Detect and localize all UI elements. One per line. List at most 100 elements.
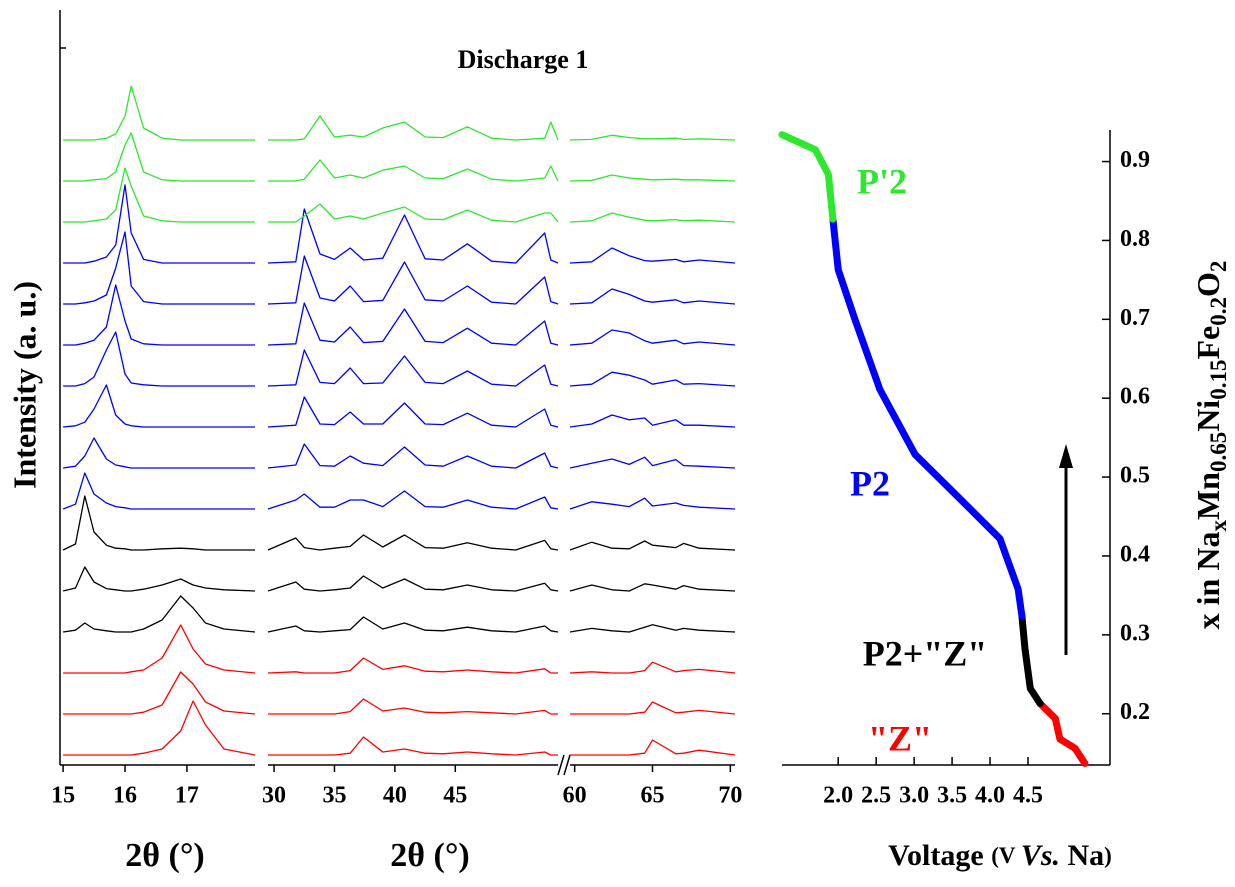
x-tick-label: 4.0 xyxy=(975,783,1005,809)
pattern-trace xyxy=(63,331,255,387)
x-axis-label-part: ) xyxy=(1104,843,1112,868)
pattern-trace xyxy=(267,490,559,510)
pattern-trace xyxy=(267,255,559,305)
pattern-trace xyxy=(570,739,736,756)
x-tick-label: 2.0 xyxy=(823,783,853,809)
pattern-trace xyxy=(267,534,559,551)
x-tick-label: 30 xyxy=(262,783,286,809)
y-tick-label: 0.9 xyxy=(1120,147,1150,173)
y-tick-label: 0.4 xyxy=(1120,541,1150,567)
pattern-trace xyxy=(267,349,559,387)
pattern-trace xyxy=(569,247,736,264)
pattern-trace xyxy=(569,540,736,551)
subscript: 0.15 xyxy=(1206,360,1231,400)
phase-label: P2 xyxy=(850,463,890,503)
pattern-trace xyxy=(569,174,736,182)
x-tick-label: 45 xyxy=(443,783,467,809)
x-tick-label: 65 xyxy=(641,783,665,809)
x-tick-label: 4.5 xyxy=(1013,783,1043,809)
pattern-trace xyxy=(569,288,736,305)
y-tick-label: 0.5 xyxy=(1120,463,1150,489)
x-tick-label: 70 xyxy=(718,783,742,809)
pattern-trace xyxy=(569,661,736,674)
y-axis-label-part: O xyxy=(1190,272,1226,297)
y-axis-label-part: Mn xyxy=(1190,472,1226,520)
pattern-trace xyxy=(268,698,558,715)
pattern-trace xyxy=(569,371,736,387)
x-axis-label-part: Voltage xyxy=(888,839,991,872)
pattern-trace xyxy=(569,583,736,592)
pattern-trace xyxy=(63,231,255,305)
pattern-trace xyxy=(569,329,736,346)
pattern-trace xyxy=(63,167,255,223)
pattern-trace xyxy=(268,115,559,141)
pattern-trace xyxy=(267,208,559,264)
y-tick-label: 0.3 xyxy=(1120,620,1150,646)
pattern-trace xyxy=(63,384,255,428)
x-tick-label: 60 xyxy=(563,783,587,809)
pattern-trace xyxy=(569,624,736,633)
pattern-trace xyxy=(63,184,255,264)
chart-title: Discharge 1 xyxy=(458,45,589,74)
pattern-trace xyxy=(569,414,736,428)
subscript: 2 xyxy=(1206,261,1231,273)
pattern-trace xyxy=(62,472,255,510)
y-tick-label: 0.6 xyxy=(1120,384,1150,410)
x-axis-label-part: Na xyxy=(1060,839,1104,872)
pattern-trace xyxy=(63,595,256,633)
pattern-trace xyxy=(63,671,256,715)
x-axis-label-part: (V xyxy=(991,843,1021,868)
y-axis-label-part: x in Na xyxy=(1190,532,1226,630)
pattern-trace xyxy=(62,566,256,592)
x-tick-label: 15 xyxy=(51,783,75,809)
y-axis-label: x in NaxMn0.65Ni0.15Fe0.2O2 xyxy=(1190,261,1231,630)
axis-break xyxy=(557,754,571,776)
pattern-trace xyxy=(267,396,559,428)
x-tick-label: 35 xyxy=(322,783,346,809)
y-tick-label: 0.8 xyxy=(1120,226,1150,252)
pattern-trace xyxy=(267,575,559,592)
pattern-trace xyxy=(267,443,559,469)
pattern-trace xyxy=(63,85,255,141)
y-axis-label-part: Ni xyxy=(1190,400,1226,432)
x-axis-label: 2θ (°) xyxy=(125,837,205,874)
x-tick-label: 16 xyxy=(113,783,137,809)
x-tick-label: 3.5 xyxy=(937,783,967,809)
pattern-trace xyxy=(569,212,736,223)
phase-label: "Z" xyxy=(868,718,932,758)
voltage-curve xyxy=(1018,612,1044,707)
pattern-trace xyxy=(63,284,255,346)
subscript: x xyxy=(1206,520,1231,532)
y-axis-label-part: Fe xyxy=(1190,326,1226,360)
x-axis-label: Voltage (V Vs. Na) xyxy=(888,839,1112,872)
y-axis-label: Intensity (a. u.) xyxy=(6,281,42,489)
x-axis-label: 2θ (°) xyxy=(390,837,470,874)
pattern-trace xyxy=(268,203,559,223)
voltage-curve xyxy=(829,215,1026,620)
pattern-trace xyxy=(268,159,559,182)
pattern-trace xyxy=(569,497,736,510)
pattern-trace xyxy=(268,736,558,756)
pattern-trace xyxy=(569,134,736,141)
pattern-trace xyxy=(63,132,255,182)
pattern-trace xyxy=(63,700,256,756)
phase-label: P'2 xyxy=(857,161,907,201)
subscript: 0.2 xyxy=(1206,297,1231,326)
pattern-trace xyxy=(63,437,255,469)
y-tick-label: 0.7 xyxy=(1120,305,1150,331)
pattern-trace xyxy=(267,657,558,674)
x-tick-label: 17 xyxy=(175,783,199,809)
y-tick-label: 0.2 xyxy=(1120,699,1150,725)
voltage-curve xyxy=(1036,700,1089,767)
pattern-trace xyxy=(267,302,559,346)
voltage-curve xyxy=(778,131,837,223)
pattern-trace xyxy=(62,495,255,551)
subscript: 0.65 xyxy=(1206,432,1231,472)
x-tick-label: 40 xyxy=(383,783,407,809)
pattern-trace xyxy=(63,624,256,674)
phase-label: P2+"Z" xyxy=(863,633,988,673)
x-axis-label-part: Vs. xyxy=(1021,839,1060,872)
arrow xyxy=(1059,444,1073,655)
x-tick-label: 2.5 xyxy=(861,783,891,809)
